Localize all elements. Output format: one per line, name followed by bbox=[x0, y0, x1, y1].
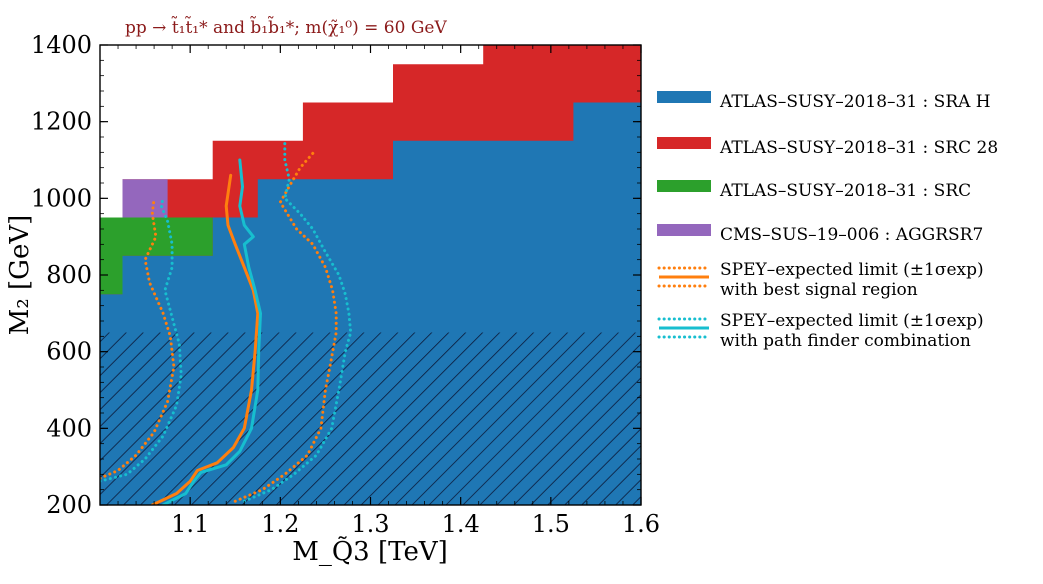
y-tick-label: 1400 bbox=[31, 31, 92, 59]
plot-curves bbox=[100, 139, 353, 505]
region-3 bbox=[122, 179, 168, 218]
legend-label: SPEY–expected limit (±1σexp) bbox=[720, 260, 984, 280]
y-tick-label: 600 bbox=[46, 338, 92, 366]
legend-label: ATLAS–SUSY–2018–31 : SRC 28 bbox=[719, 138, 998, 158]
x-tick-label: 1.5 bbox=[532, 510, 570, 538]
hatched-area bbox=[100, 332, 641, 505]
region-2 bbox=[100, 217, 213, 295]
y-axis-label: M₂ [GeV] bbox=[5, 215, 35, 336]
x-tick-label: 1.2 bbox=[261, 510, 299, 538]
y-tick-label: 200 bbox=[46, 491, 92, 519]
hatched-region bbox=[100, 332, 641, 505]
curve-best_lower bbox=[100, 196, 176, 480]
y-tick-label: 400 bbox=[46, 414, 92, 442]
y-tick-label: 800 bbox=[46, 261, 92, 289]
x-tick-label: 1.6 bbox=[622, 510, 660, 538]
curve-path_central bbox=[161, 158, 262, 505]
x-tick-label: 1.3 bbox=[351, 510, 389, 538]
legend-label-line2: with best signal region bbox=[720, 280, 918, 300]
y-tick-label: 1000 bbox=[31, 184, 92, 212]
legend-swatch bbox=[657, 137, 711, 149]
x-tick-label: 1.4 bbox=[442, 510, 480, 538]
legend-swatch bbox=[657, 180, 711, 192]
legend-label: CMS–SUS–19–006 : AGGRSR7 bbox=[720, 225, 983, 245]
legend-label: ATLAS–SUSY–2018–31 : SRC bbox=[719, 181, 971, 201]
legend-swatch bbox=[657, 224, 711, 236]
curve-path_lower bbox=[100, 196, 183, 483]
legend-label-line2: with path finder combination bbox=[720, 331, 971, 351]
legend: ATLAS–SUSY–2018–31 : SRA H ATLAS–SUSY–201… bbox=[657, 91, 998, 351]
x-axis-label: M_Q̃3 [TeV] bbox=[292, 536, 448, 567]
curve-best_central bbox=[150, 173, 260, 505]
legend-swatch bbox=[657, 91, 711, 103]
y-tick-label: 1200 bbox=[31, 108, 92, 136]
legend-label: SPEY–expected limit (±1σexp) bbox=[720, 311, 984, 331]
x-axis-ticks: 1.1 1.2 1.3 1.4 1.5 1.6 bbox=[99, 45, 660, 538]
legend-label: ATLAS–SUSY–2018–31 : SRA H bbox=[719, 92, 991, 112]
curve-path_upper bbox=[242, 139, 353, 503]
y-axis-ticks: 200 400 600 800 1000 1200 1400 bbox=[31, 31, 641, 519]
chart-title: pp → t̃₁t̃₁* and b̃₁b̃₁*; m(χ̃₁⁰) = 60 G… bbox=[125, 16, 447, 38]
x-tick-label: 1.1 bbox=[171, 510, 209, 538]
